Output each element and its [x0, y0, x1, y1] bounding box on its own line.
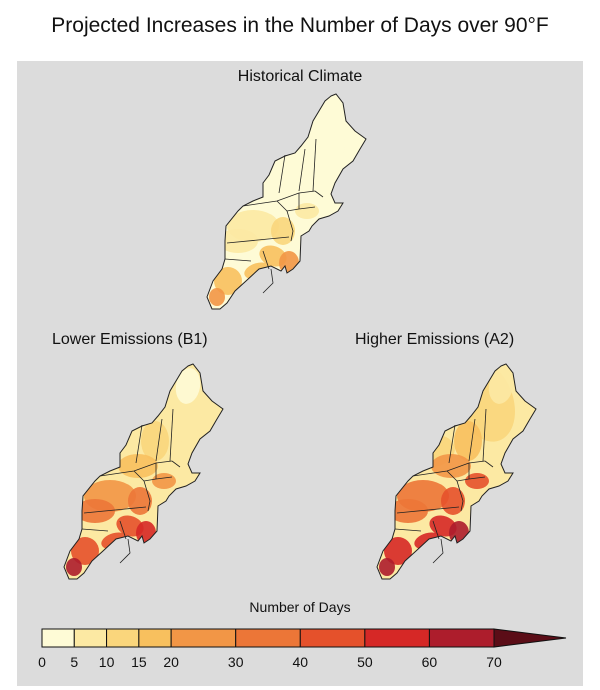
historical-state-border [262, 268, 274, 294]
higher-emissions-label: Higher Emissions (A2) [355, 331, 515, 348]
lower-state-border [135, 424, 143, 464]
higher-heat-region [454, 421, 482, 461]
legend-tick-label: 60 [422, 654, 438, 670]
lower-heat-region [66, 558, 82, 576]
lower-state-border [169, 408, 174, 462]
lower-emissions-map [63, 363, 224, 580]
lower-state-border [119, 538, 131, 564]
historical-heat-region [209, 288, 225, 306]
higher-heat-region [388, 499, 428, 523]
higher-emissions-map [376, 363, 537, 580]
legend-color-bin [138, 628, 172, 648]
historical-heat-region [257, 280, 273, 292]
figure-title: Projected Increases in the Number of Day… [51, 14, 549, 37]
legend-tick-label: 30 [228, 654, 244, 670]
legend-tick-label: 5 [70, 654, 78, 670]
historical-climate-map [206, 93, 367, 310]
legend-tick-label: 10 [99, 654, 115, 670]
color-legend: 0 5 10 15 20 30 40 50 60 70 [38, 628, 567, 670]
legend-title: Number of Days [249, 599, 351, 615]
lower-emissions-label: Lower Emissions (B1) [52, 331, 208, 348]
higher-state-border [448, 424, 456, 464]
historical-state-border [312, 138, 317, 192]
map-panel: Historical Climate Lower Emissions (B1) … [17, 61, 583, 686]
lower-state-border [133, 470, 173, 482]
higher-heat-region [379, 558, 395, 576]
lower-coastline [63, 363, 224, 580]
legend-tick-label: 0 [38, 654, 46, 670]
higher-state-border [394, 528, 422, 532]
lower-heat-regions [66, 364, 202, 576]
historical-state-border [262, 250, 270, 270]
lower-state-border [81, 528, 109, 532]
historical-state-border [226, 236, 290, 244]
higher-state-border [432, 538, 444, 564]
lower-heat-region [75, 499, 115, 523]
legend-color-bin [106, 628, 140, 648]
higher-heat-region [427, 550, 443, 562]
higher-heat-region [431, 454, 471, 478]
historical-state-border [224, 258, 252, 262]
lower-state-border [99, 460, 173, 477]
higher-state-border [432, 520, 440, 540]
legend-tick-label: 40 [292, 654, 308, 670]
historical-heat-region [318, 98, 344, 134]
lower-heat-region [114, 550, 130, 562]
historical-state-border [278, 154, 286, 194]
legend-color-bin [73, 628, 108, 648]
higher-coastline [376, 363, 537, 580]
legend-color-bin [235, 628, 301, 648]
legend-color-bin [299, 628, 366, 648]
higher-state-border [484, 460, 494, 468]
legend-tick-label: 70 [486, 654, 502, 670]
historical-state-border [242, 190, 316, 207]
legend-color-bin [170, 628, 237, 648]
historical-state-border [314, 190, 324, 198]
higher-state-border [446, 470, 486, 482]
legend-overflow-arrow [493, 628, 567, 648]
lower-state-border [119, 520, 127, 540]
lower-heat-region [118, 454, 158, 478]
legend-color-bin [428, 628, 495, 648]
historical-state-border [276, 200, 316, 212]
historical-heat-region [218, 229, 258, 253]
legend-tick-label: 50 [357, 654, 373, 670]
lower-heat-region [141, 421, 169, 461]
legend-color-bin [41, 628, 75, 648]
legend-tick-label: 15 [131, 654, 147, 670]
lower-heat-region [71, 537, 99, 565]
historical-climate-label: Historical Climate [237, 68, 363, 85]
lower-state-border [143, 480, 151, 512]
legend-tick-label: 20 [163, 654, 179, 670]
lower-state-border [83, 506, 147, 514]
lower-heat-region [175, 368, 201, 404]
historical-state-border [286, 210, 294, 242]
higher-heat-regions [379, 364, 515, 576]
higher-heat-region [488, 368, 514, 404]
historical-coastline [206, 93, 367, 310]
historical-heat-region [284, 151, 312, 191]
higher-heat-region [384, 537, 412, 565]
higher-state-border [412, 460, 486, 477]
higher-state-border [468, 418, 476, 462]
higher-state-border [482, 408, 487, 462]
higher-state-border [396, 506, 460, 514]
historical-heat-region [214, 267, 242, 295]
lower-state-border [155, 418, 163, 462]
historical-heat-region [261, 184, 301, 208]
historical-heat-regions [209, 94, 345, 306]
higher-state-border [456, 480, 464, 512]
historical-state-border [298, 148, 306, 192]
legend-color-bin [364, 628, 430, 648]
lower-state-border [171, 460, 181, 468]
